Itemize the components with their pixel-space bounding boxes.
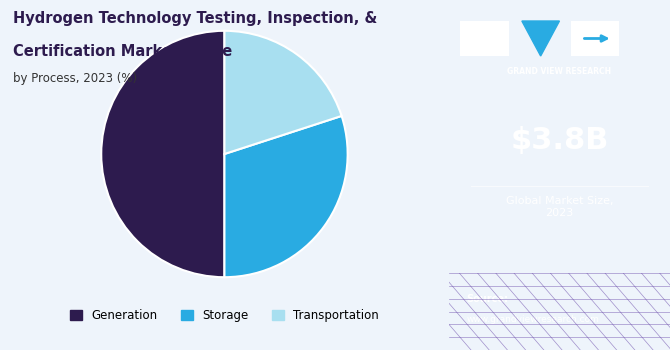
FancyBboxPatch shape: [571, 21, 619, 56]
Text: www.grandviewresearch.com: www.grandviewresearch.com: [466, 315, 600, 324]
FancyBboxPatch shape: [460, 21, 509, 56]
Polygon shape: [522, 21, 559, 56]
Text: Certification Market Share: Certification Market Share: [13, 44, 232, 59]
Legend: Generation, Storage, Transportation: Generation, Storage, Transportation: [65, 304, 384, 327]
Text: Hydrogen Technology Testing, Inspection, &: Hydrogen Technology Testing, Inspection,…: [13, 10, 378, 26]
Wedge shape: [224, 116, 348, 277]
Text: $3.8B: $3.8B: [511, 126, 608, 154]
Wedge shape: [101, 31, 224, 277]
Text: by Process, 2023 (%): by Process, 2023 (%): [13, 72, 137, 85]
Text: GRAND VIEW RESEARCH: GRAND VIEW RESEARCH: [507, 66, 612, 76]
Text: Global Market Size,
2023: Global Market Size, 2023: [506, 196, 613, 218]
Wedge shape: [224, 31, 342, 154]
Text: Source:: Source:: [466, 294, 509, 304]
